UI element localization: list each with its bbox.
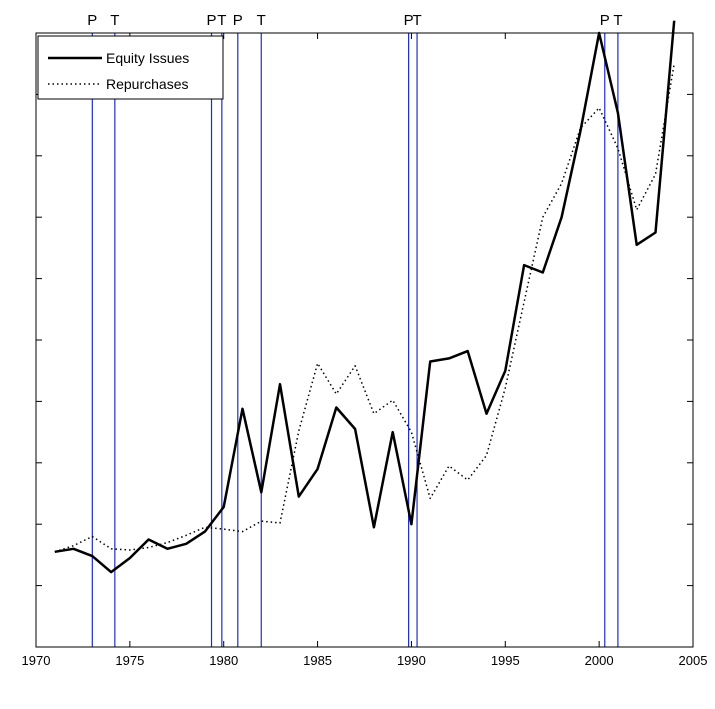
legend-label-equity-issues: Equity Issues [106, 50, 189, 66]
plot-area [36, 33, 693, 647]
x-tick-label-1: 1975 [115, 653, 144, 668]
legend-box [37, 35, 224, 100]
legend: Equity Issues Repurchases [37, 35, 224, 100]
marker-label-4: P [233, 12, 243, 29]
series-line-repurchases [54, 63, 675, 553]
x-tick-label-0: 1970 [22, 653, 51, 668]
marker-label-8: P [600, 12, 610, 29]
series-lines [54, 20, 676, 574]
marker-label-6: P [404, 12, 414, 29]
x-tick-label-5: 1995 [491, 653, 520, 668]
x-tick-label-2: 1980 [209, 653, 238, 668]
marker-label-1: T [110, 12, 119, 29]
marker-labels: P T P T P T PT P T [87, 12, 622, 29]
x-axis: 1970 1975 1980 1985 1990 1995 2000 2005 [22, 33, 708, 668]
marker-label-7: T [412, 12, 421, 29]
x-tick-label-7: 2005 [679, 653, 708, 668]
marker-label-0: P [87, 12, 97, 29]
series-line-equity-issues [54, 20, 676, 574]
x-tick-label-6: 2000 [585, 653, 614, 668]
y-axis [36, 32, 693, 648]
marker-label-9: T [613, 12, 622, 29]
x-tick-label-3: 1985 [303, 653, 332, 668]
vertical-markers [91, 33, 619, 647]
x-tick-label-4: 1990 [397, 653, 426, 668]
marker-label-2: P [207, 12, 217, 29]
marker-label-3: T [217, 12, 226, 29]
marker-label-5: T [257, 12, 266, 29]
legend-label-repurchases: Repurchases [106, 76, 189, 92]
